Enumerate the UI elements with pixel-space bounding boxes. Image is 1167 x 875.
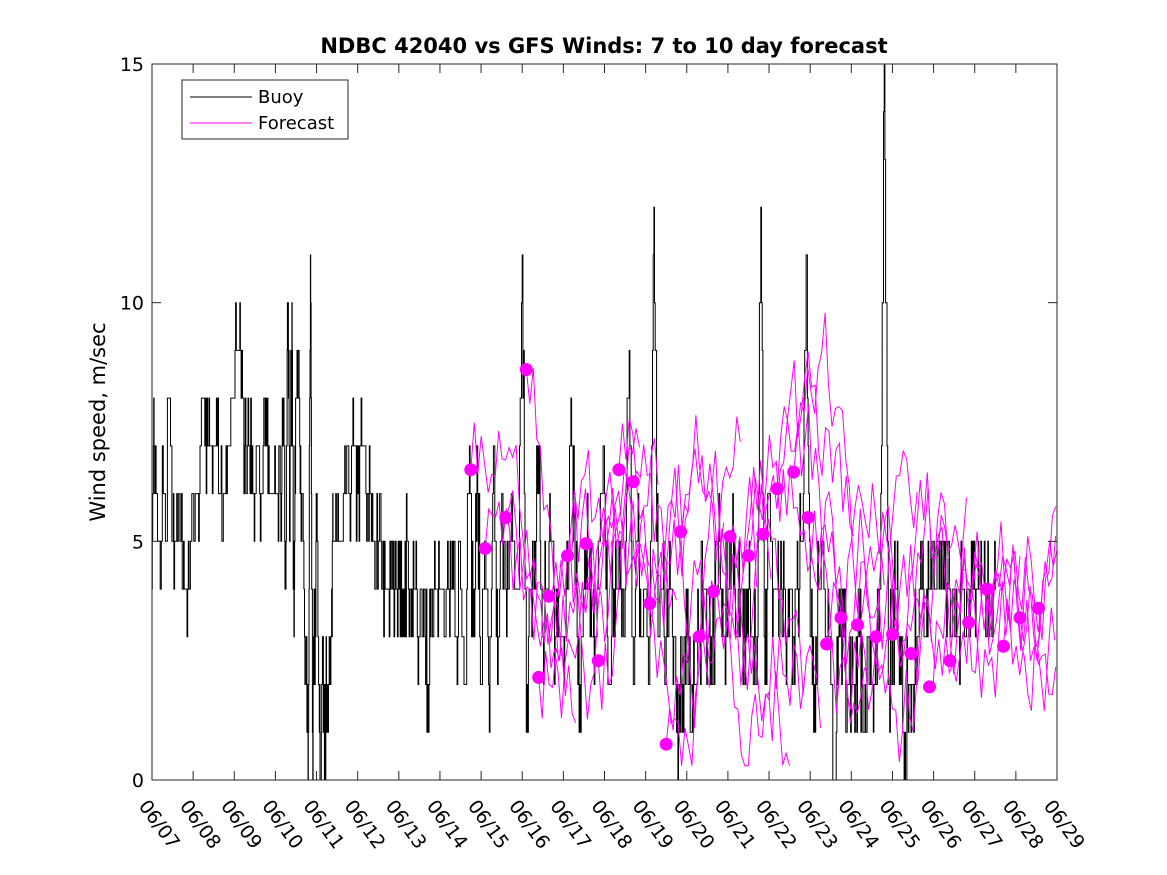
forecast-line <box>949 558 1041 698</box>
legend: Buoy Forecast <box>181 79 349 140</box>
legend-buoy-label: Buoy <box>258 87 304 108</box>
forecast-point <box>756 527 770 541</box>
forecast-line <box>762 351 854 537</box>
forecast-line <box>713 591 805 767</box>
forecast-line <box>585 468 677 611</box>
forecast-point <box>980 582 994 596</box>
y-tick-labels: 0 5 10 15 <box>120 54 144 792</box>
forecast-point <box>742 549 755 563</box>
forecast-series-dots <box>464 363 1045 751</box>
forecast-point <box>626 475 640 489</box>
forecast-point <box>923 680 936 694</box>
buoy-series <box>151 63 996 781</box>
forecast-line <box>632 415 725 556</box>
forecast-line <box>680 450 772 729</box>
forecast-line <box>840 483 932 643</box>
forecast-point <box>561 549 574 563</box>
forecast-point <box>962 616 976 629</box>
forecast-point <box>532 670 546 684</box>
forecast-point <box>478 542 492 555</box>
plot-area <box>152 64 1057 780</box>
forecast-line <box>929 544 1021 693</box>
forecast-line <box>875 488 967 680</box>
y-tick-label: 10 <box>120 293 144 315</box>
forecast-point <box>869 630 883 644</box>
forecast-line <box>597 467 690 710</box>
forecast-line <box>665 477 758 745</box>
forecast-line <box>892 472 984 660</box>
forecast-point <box>801 511 815 524</box>
forecast-line <box>1019 599 1056 711</box>
forecast-line <box>1038 506 1057 641</box>
forecast-point <box>612 463 626 477</box>
forecast-point <box>820 637 834 651</box>
forecast-line <box>649 416 741 628</box>
forecast-point <box>643 596 657 610</box>
forecast-line <box>793 312 885 630</box>
forecast-point <box>707 585 720 598</box>
y-tick-label: 0 <box>132 770 144 792</box>
forecast-point <box>692 630 706 644</box>
forecast-point <box>579 537 593 551</box>
forecast-line <box>986 521 1058 647</box>
forecast-point <box>886 627 899 641</box>
forecast-point <box>542 589 556 603</box>
forecast-point <box>1032 601 1045 615</box>
forecast-point <box>674 525 688 539</box>
forecast-point <box>851 618 864 632</box>
forecast-point <box>943 654 957 668</box>
forecast-point <box>723 530 737 544</box>
forecast-point <box>787 465 801 479</box>
chart-title: NDBC 42040 vs GFS Winds: 7 to 10 day for… <box>320 34 887 58</box>
plot-frame <box>151 63 1058 781</box>
forecast-line <box>698 584 791 766</box>
forecast-point <box>770 482 784 496</box>
y-tick-label: 15 <box>120 54 144 76</box>
buoy-line <box>151 63 996 781</box>
forecast-point <box>659 737 673 751</box>
forecast-point <box>997 639 1010 653</box>
y-axis-label: Wind speed, m/sec <box>86 322 110 521</box>
y-tick-label: 5 <box>132 531 144 553</box>
axis-ticks <box>151 63 1058 781</box>
forecast-line <box>729 483 821 728</box>
forecast-point <box>591 654 605 668</box>
forecast-line <box>857 492 949 762</box>
forecast-point <box>519 363 533 376</box>
forecast-line <box>567 438 659 587</box>
forecast-point <box>904 647 918 660</box>
forecast-line <box>618 417 710 766</box>
forecast-point <box>834 611 848 625</box>
forecast-point <box>1013 611 1027 625</box>
legend-box <box>181 79 349 140</box>
forecast-point <box>499 511 513 524</box>
legend-forecast-label: Forecast <box>258 113 334 134</box>
forecast-point <box>464 463 478 477</box>
